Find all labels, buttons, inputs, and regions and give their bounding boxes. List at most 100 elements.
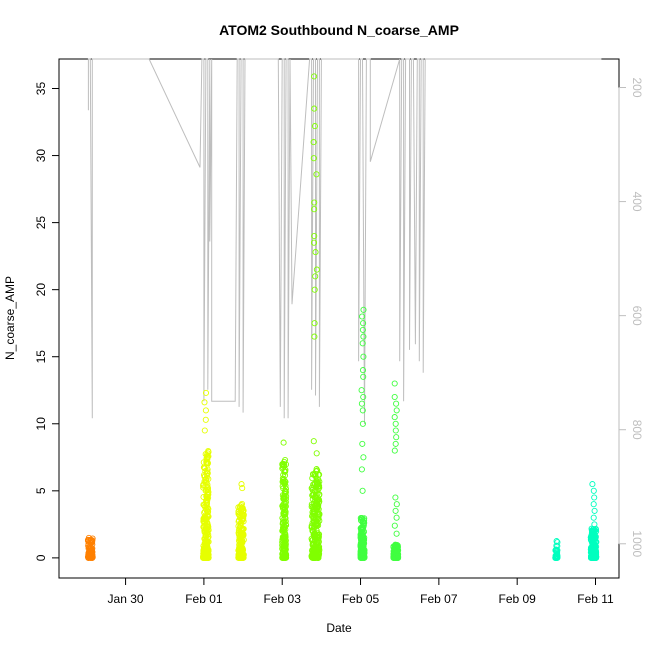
data-point (279, 553, 286, 560)
data-point (590, 501, 597, 508)
data-point (201, 552, 208, 559)
data-point (201, 427, 208, 434)
data-point (315, 483, 323, 490)
data-point (359, 340, 366, 347)
data-point (311, 333, 318, 340)
data-point (204, 470, 211, 477)
data-point (359, 326, 366, 333)
data-point (315, 511, 322, 518)
data-point (238, 481, 245, 488)
data-point (358, 546, 365, 553)
data-point (279, 462, 286, 469)
x-tick-label: Feb 01 (185, 592, 223, 606)
data-point (359, 554, 366, 561)
data-point (553, 552, 560, 559)
data-point (200, 484, 207, 491)
y-tick-label: 0 (34, 554, 48, 561)
data-point (392, 494, 399, 501)
data-point (237, 513, 244, 520)
data-point (309, 504, 316, 511)
data-point (591, 507, 598, 514)
y2-tick-label: 200 (630, 78, 644, 98)
data-point (236, 552, 243, 559)
x-tick-label: Feb 03 (264, 592, 302, 606)
data-point (282, 482, 289, 489)
data-point (391, 522, 398, 529)
data-point (204, 454, 211, 461)
data-point (359, 518, 366, 525)
data-point (280, 542, 287, 549)
data-point (553, 548, 560, 555)
data-point (200, 471, 208, 479)
data-point (391, 447, 398, 454)
data-point (392, 507, 399, 514)
data-point (204, 481, 211, 488)
data-point (202, 535, 209, 542)
data-point (310, 139, 317, 146)
data-point (239, 485, 246, 492)
data-point (314, 467, 321, 474)
data-point (236, 504, 243, 511)
data-point (280, 552, 287, 559)
data-point (360, 353, 367, 360)
axes-layer: Jan 30 Feb 01 Feb 03 Feb 05 Feb 07 Feb 09 Feb … (34, 78, 644, 606)
data-point (203, 500, 210, 507)
data-point (393, 407, 400, 414)
data-point (392, 440, 399, 447)
y2-tick-label: 400 (630, 192, 644, 212)
data-point (280, 471, 287, 478)
data-point (391, 380, 398, 387)
data-point (391, 393, 398, 401)
data-point (312, 554, 319, 561)
data-point (360, 538, 367, 545)
y-tick-label: 5 (34, 487, 48, 494)
data-point (311, 73, 318, 80)
data-point (587, 546, 594, 553)
data-point (391, 414, 398, 421)
data-point (358, 387, 365, 394)
data-point (312, 249, 319, 256)
data-point (360, 320, 367, 327)
data-point (393, 530, 400, 537)
data-point (85, 534, 92, 541)
data-point (89, 535, 96, 542)
data-point (313, 480, 320, 487)
data-point (282, 530, 289, 537)
data-point (203, 538, 210, 545)
data-point (589, 528, 596, 535)
data-point (282, 456, 289, 464)
data-point (312, 273, 319, 280)
x-tick-label: Jan 30 (108, 592, 144, 606)
data-point (279, 464, 286, 471)
data-point (311, 232, 318, 240)
y2-tick-label: 1000 (630, 530, 644, 557)
data-point (201, 399, 208, 406)
data-point (591, 494, 598, 501)
data-point (313, 266, 320, 273)
data-point (310, 239, 318, 246)
data-point (310, 513, 317, 520)
data-point (359, 367, 367, 374)
data-point (315, 533, 322, 540)
data-point (311, 286, 318, 293)
data-point (358, 400, 365, 407)
data-point (361, 519, 368, 526)
data-point (240, 551, 247, 558)
data-point (393, 501, 400, 508)
data-point (360, 306, 367, 313)
data-point (392, 427, 399, 434)
data-point (390, 553, 397, 560)
data-point (311, 123, 318, 130)
y2-series-line (87, 58, 602, 425)
data-point (279, 492, 286, 499)
data-point (280, 510, 287, 517)
data-point (281, 552, 289, 560)
data-point (202, 407, 209, 414)
x-axis-label: Date (326, 621, 352, 635)
y2-tick-label: 800 (630, 420, 644, 440)
data-point (280, 439, 287, 446)
data-point (359, 440, 366, 447)
data-point (202, 389, 210, 396)
data-point (393, 434, 400, 441)
data-point (203, 458, 210, 465)
